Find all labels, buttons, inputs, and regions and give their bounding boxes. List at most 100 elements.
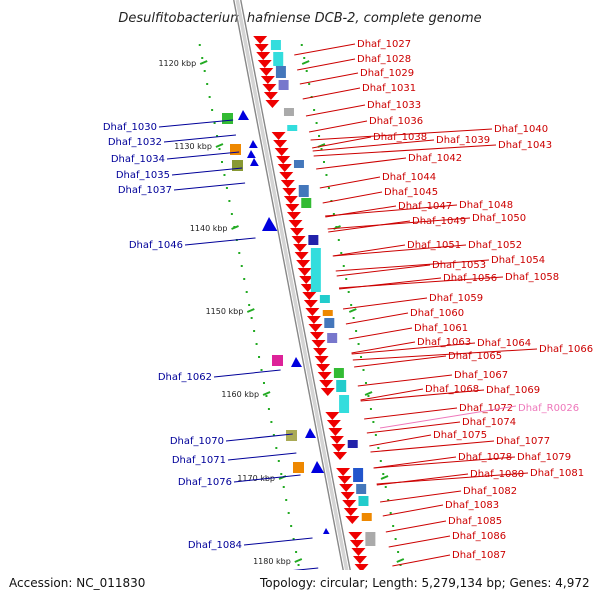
track-dot — [355, 330, 358, 332]
gene-label-left: Dhaf_1084 — [188, 540, 242, 551]
gene-arrow — [313, 348, 328, 356]
gene-domain-box — [293, 160, 304, 168]
gene-domain-box — [353, 468, 364, 482]
gene-arrow — [296, 260, 311, 268]
track-dot — [248, 304, 251, 306]
track-dot — [265, 395, 268, 397]
gene-arrow — [326, 420, 341, 428]
gene-domain-box — [333, 368, 344, 378]
gene-arrow — [286, 212, 301, 220]
gene-arrow — [314, 356, 329, 364]
rna-leader-line — [379, 405, 517, 429]
label-leader-line — [332, 244, 467, 257]
label-leader-line — [373, 456, 457, 469]
gene-arrow — [299, 276, 314, 284]
kbp-tick — [215, 143, 224, 148]
label-leader-line — [166, 151, 240, 160]
track-dot — [282, 486, 285, 488]
track-dot — [262, 382, 265, 384]
label-leader-line — [225, 433, 293, 442]
track-dot — [240, 265, 243, 267]
left-strand-genes — [222, 110, 330, 593]
gene-arrow — [277, 164, 292, 172]
track-dot — [228, 200, 231, 202]
track-dot — [325, 174, 328, 176]
gene-arrow — [256, 52, 271, 60]
label-leader-line — [171, 167, 243, 176]
track-dot — [292, 538, 295, 540]
label-leader-line — [312, 139, 435, 152]
gene-arrow — [309, 332, 324, 340]
gene-arrow — [343, 508, 358, 516]
backbone-rail-0 — [233, 0, 350, 600]
gene-label-right: Dhaf_1080 — [470, 469, 524, 480]
track-dot — [397, 551, 400, 553]
label-leader-line — [319, 176, 381, 189]
gene-label-left: Dhaf_1062 — [158, 372, 212, 383]
gene-arrow — [311, 340, 326, 348]
track-dot — [379, 460, 382, 462]
left-gene-arrow — [311, 461, 325, 473]
backbone-rail-1 — [235, 0, 355, 600]
kbp-tick — [348, 308, 357, 313]
gene-label-right: Dhaf_1059 — [429, 293, 483, 304]
gene-label-left: Dhaf_1032 — [108, 137, 162, 148]
gene-arrow — [285, 204, 300, 212]
track-dot — [315, 122, 318, 124]
track-dot — [332, 213, 335, 215]
track-dot — [389, 512, 392, 514]
track-dot — [308, 83, 311, 85]
gene-arrow — [297, 268, 312, 276]
label-leader-line — [376, 472, 529, 485]
gene-arrow — [260, 76, 275, 84]
track-dot — [342, 265, 345, 267]
track-dot — [360, 356, 363, 358]
track-dot — [238, 252, 241, 254]
gene-label-left: Dhaf_1034 — [111, 154, 165, 165]
track-dot — [267, 408, 270, 410]
track-dot — [322, 161, 325, 163]
left-gene-arrow — [249, 140, 258, 148]
track-dot — [270, 421, 273, 423]
kbp-label: 1140 kbp — [190, 224, 228, 233]
gene-domain-box — [310, 248, 321, 292]
label-leader-line — [354, 355, 447, 368]
gene-arrow — [273, 140, 288, 148]
gene-domain-box — [273, 52, 284, 66]
gene-label-right: Dhaf_1048 — [459, 200, 513, 211]
gene-domain-box — [365, 532, 376, 546]
gene-arrow — [254, 44, 269, 52]
gene-label-right: Dhaf_1072 — [459, 403, 513, 414]
backbone-rail-2 — [240, 0, 357, 600]
gene-arrow — [293, 244, 308, 252]
track-dot — [382, 473, 385, 475]
gene-domain-box — [319, 295, 330, 303]
gene-arrow — [290, 228, 305, 236]
gene-label-right: Dhaf_1036 — [369, 116, 423, 127]
track-dot — [369, 408, 372, 410]
gene-domain-box — [358, 496, 369, 506]
gene-arrow — [319, 380, 334, 388]
track-dot — [305, 70, 308, 72]
gene-label-right: Dhaf_1060 — [410, 308, 464, 319]
track-dot — [198, 44, 201, 46]
gene-label-right: Dhaf_1056 — [443, 273, 497, 284]
gene-domain-box — [327, 333, 338, 343]
label-leader-line — [380, 490, 462, 503]
gene-label-right: Dhaf_1061 — [414, 323, 468, 334]
gene-arrow — [354, 564, 369, 572]
track-dot — [377, 447, 380, 449]
gene-domain-box — [356, 484, 367, 494]
label-leader-line — [322, 191, 383, 204]
track-dot — [387, 499, 390, 501]
track-dot — [285, 499, 288, 501]
track-dot — [253, 330, 256, 332]
label-leader-line — [364, 407, 458, 420]
label-leader-line — [163, 134, 236, 143]
label-leader-line — [308, 120, 368, 133]
rna-label: Dhaf_R0026 — [518, 403, 579, 414]
gene-label-right: Dhaf_1074 — [462, 417, 516, 428]
left-gene-block — [293, 462, 304, 473]
track-dot — [337, 239, 340, 241]
